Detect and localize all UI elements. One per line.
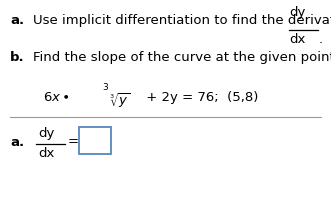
- Text: a.: a.: [10, 135, 24, 148]
- FancyBboxPatch shape: [79, 127, 111, 155]
- Text: .: .: [318, 33, 322, 46]
- Text: + 2y = 76;  (5,8): + 2y = 76; (5,8): [142, 91, 259, 104]
- Text: =: =: [68, 134, 79, 147]
- Text: $\sqrt[3]{y}$: $\sqrt[3]{y}$: [109, 91, 130, 110]
- Text: dy: dy: [290, 6, 306, 19]
- Text: dy: dy: [38, 126, 54, 139]
- Text: Find the slope of the curve at the given point.: Find the slope of the curve at the given…: [33, 50, 331, 63]
- Text: b.: b.: [10, 50, 24, 63]
- Text: a.: a.: [10, 14, 24, 27]
- Text: 3: 3: [103, 83, 108, 92]
- Text: $6x \bullet$: $6x \bullet$: [43, 91, 70, 104]
- Text: Use implicit differentiation to find the derivative: Use implicit differentiation to find the…: [33, 14, 331, 27]
- Text: dx: dx: [290, 33, 306, 46]
- Text: dx: dx: [38, 146, 54, 159]
